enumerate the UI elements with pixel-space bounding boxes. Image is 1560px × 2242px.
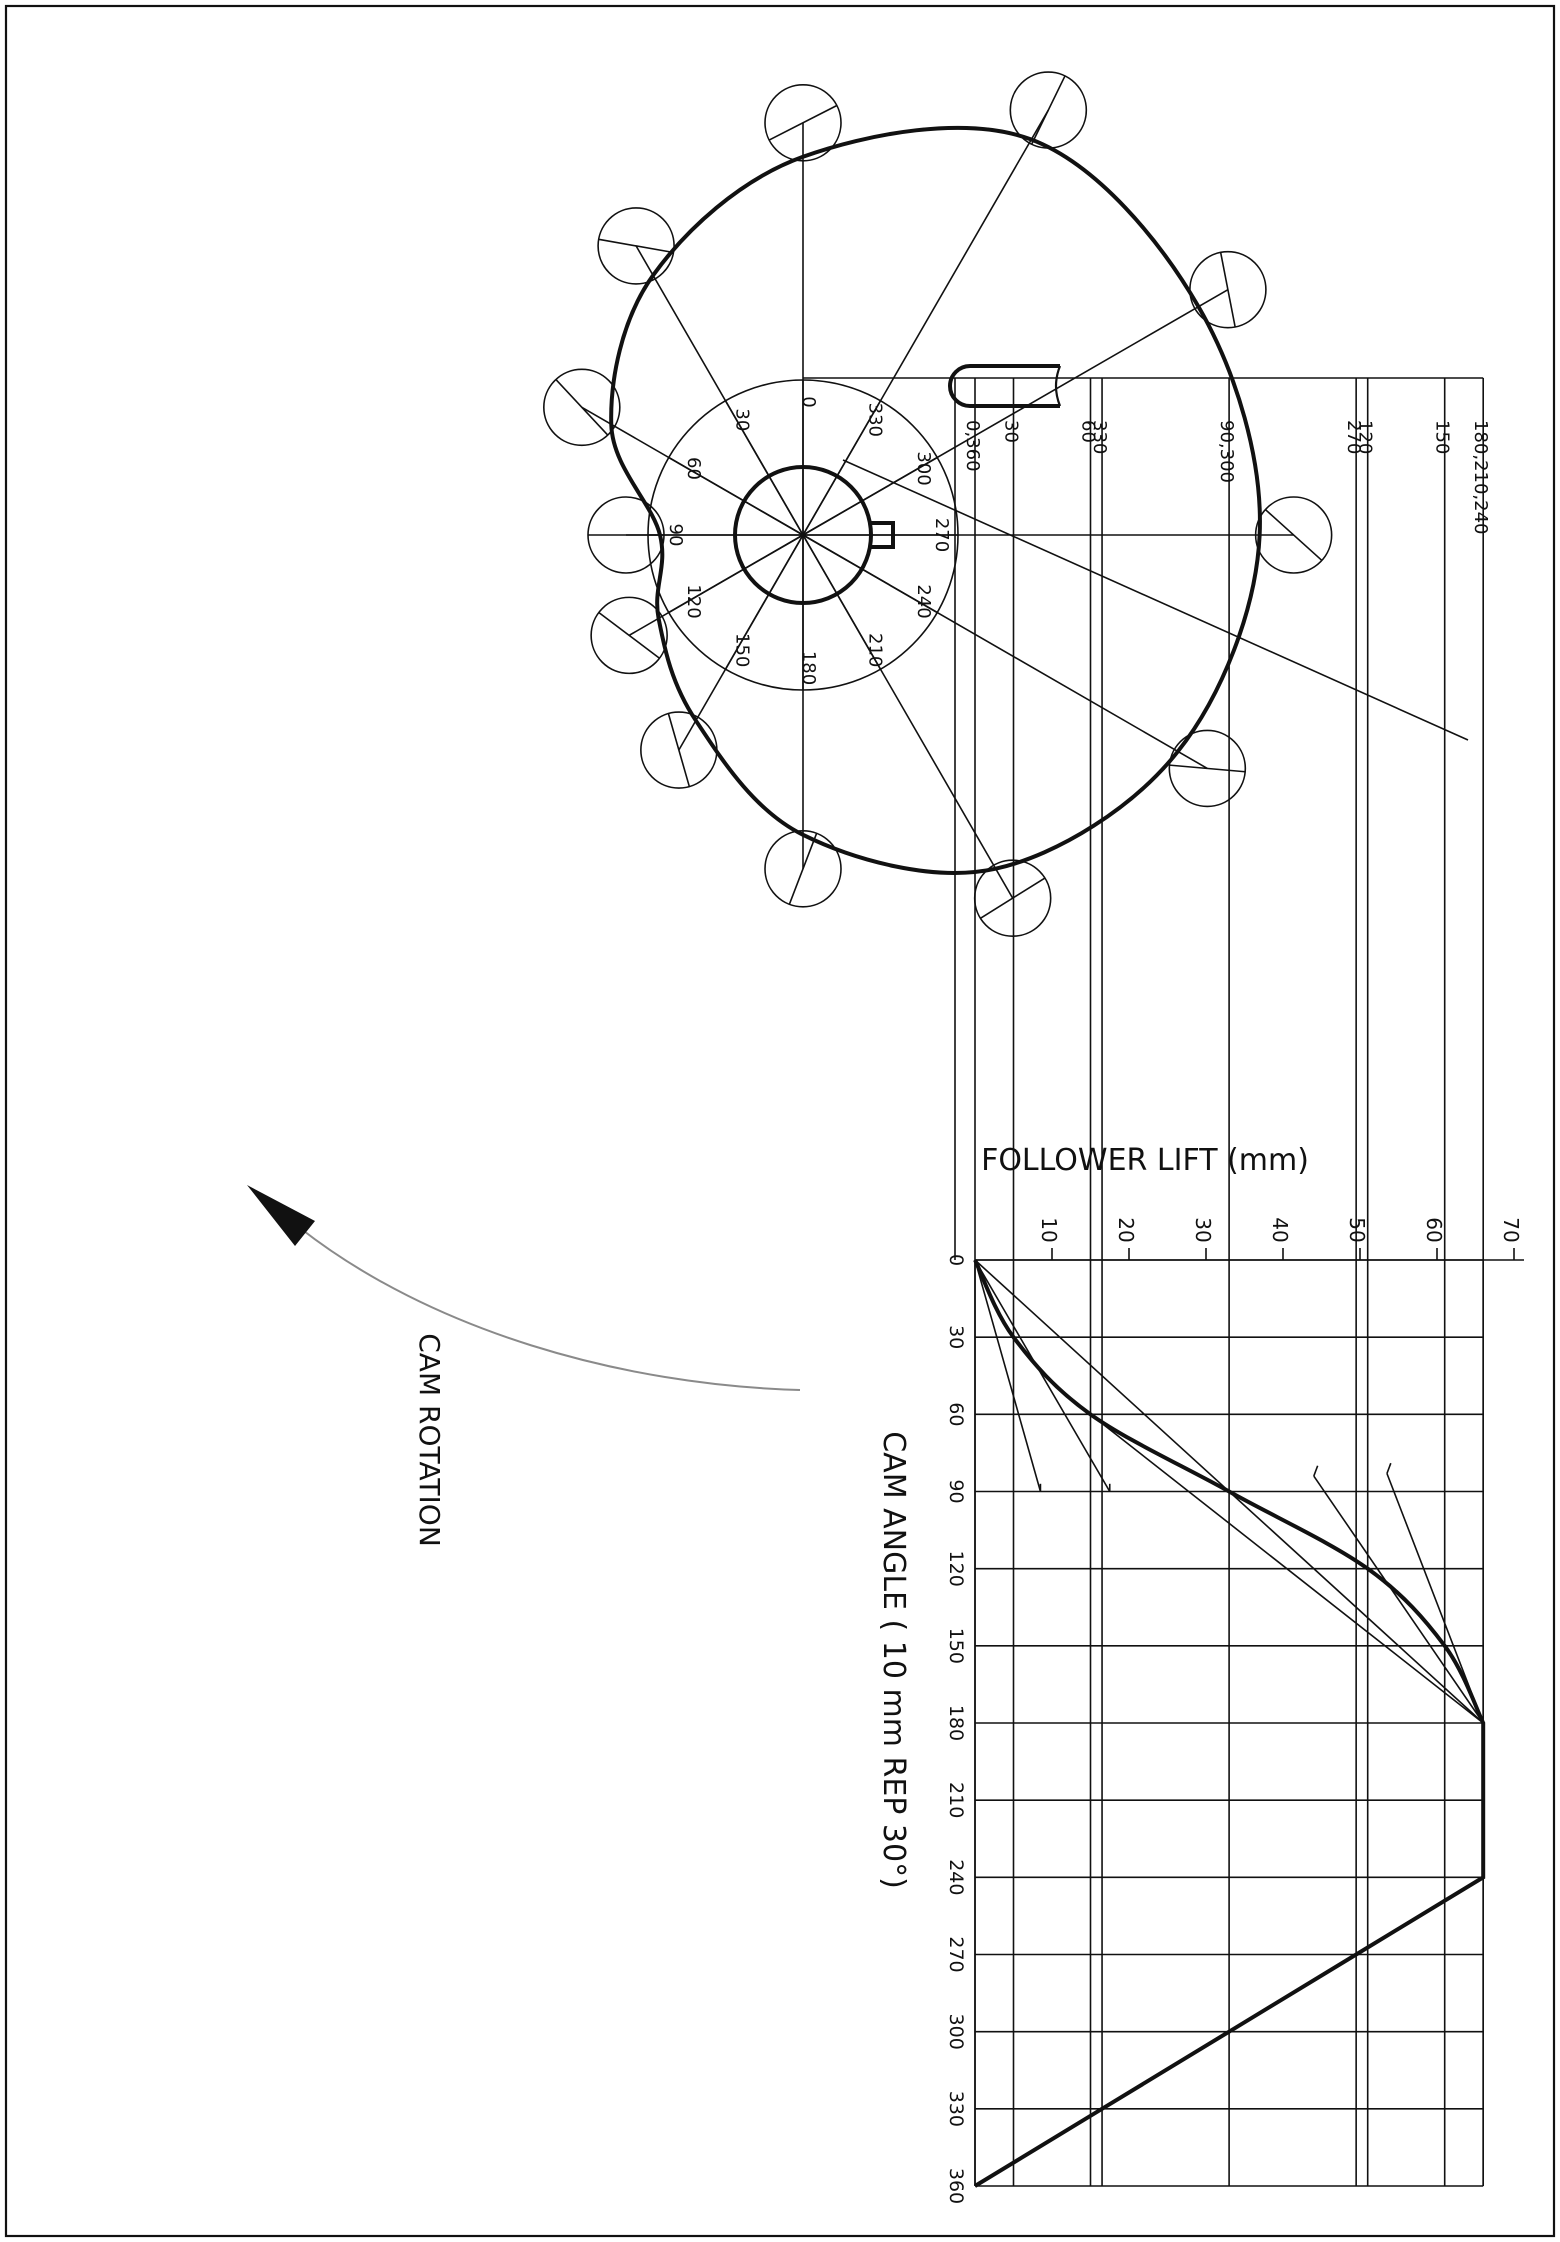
roller-diameter-line xyxy=(1169,764,1246,773)
base-circle-angle-label: 0 xyxy=(798,396,819,407)
roller-diameter-line xyxy=(598,238,674,254)
displacement-graph: 10 20 30 40 50 60 70 0 30 60 90 120 150 180 210 240 270 3… xyxy=(945,1217,1524,2204)
lift-tick-label: 40 xyxy=(1268,1217,1292,1242)
angle-tick-label: 180 xyxy=(945,1705,967,1741)
roller-radial-line xyxy=(802,534,1208,770)
construction-line xyxy=(842,459,1469,741)
angle-tick-label: 0 xyxy=(945,1254,967,1266)
base-circle-angle-label: 210 xyxy=(865,633,886,667)
angle-tick-label: 330 xyxy=(945,2091,967,2127)
roller-diameter-line xyxy=(788,833,818,905)
roller-diameter-line xyxy=(768,104,838,141)
angle-tick-label: 240 xyxy=(945,1859,967,1895)
roller-diameter-line xyxy=(667,713,691,787)
lift-tick-label: 50 xyxy=(1345,1217,1369,1242)
roller-position xyxy=(764,830,842,908)
cam-rotation-arrow xyxy=(247,1185,801,1391)
roller-radial-line xyxy=(802,534,1014,899)
cam-angle-label: CAM ANGLE ( 10 mm REP 30°) xyxy=(876,1431,911,1889)
follower-break-line xyxy=(1054,365,1062,407)
angle-tick-label: 360 xyxy=(945,2168,967,2204)
base-circle-angle-label: 150 xyxy=(732,633,753,667)
projection-label: 150 xyxy=(1432,420,1453,454)
projection-label: 90,300 xyxy=(1216,420,1237,483)
base-circle-angle-label: 240 xyxy=(913,584,934,618)
angle-tick-label: 300 xyxy=(945,2014,967,2050)
angle-tick-label: 90 xyxy=(945,1479,967,1503)
rotation-arc xyxy=(299,1227,801,1391)
roller-radial-line xyxy=(635,245,804,536)
projection-label: 0,360 xyxy=(962,420,983,472)
base-circle-angle-label: 30 xyxy=(732,408,753,431)
base-circle-angle-label: 330 xyxy=(865,403,886,437)
roller-radial-line xyxy=(802,109,1050,536)
roller-position xyxy=(764,83,842,162)
rotation-arrowhead xyxy=(247,1185,315,1246)
projection-label: 330 xyxy=(1089,420,1110,454)
follower-stem xyxy=(948,364,1060,408)
projection-label: 60 xyxy=(1078,420,1099,443)
roller-diameter-line xyxy=(980,877,1046,919)
construction-line xyxy=(1313,1465,1319,1477)
projection-label: 180,210,240 xyxy=(1470,420,1491,535)
construction-line xyxy=(974,1259,1111,1492)
lift-tick-label: 10 xyxy=(1037,1217,1061,1242)
displacement-curve xyxy=(973,1259,1486,2188)
construction-line xyxy=(974,1259,1042,1492)
lift-tick-label: 70 xyxy=(1499,1217,1523,1242)
angle-tick-label: 30 xyxy=(945,1325,967,1349)
roller-diameter-line xyxy=(1264,508,1323,562)
projection-label: 30 xyxy=(1001,420,1022,443)
roller-position xyxy=(973,859,1052,937)
roller-diameter-line xyxy=(1030,75,1066,145)
roller-position xyxy=(1168,729,1247,808)
roller-radial-line xyxy=(628,534,804,637)
roller-position xyxy=(590,596,668,675)
construction-line xyxy=(1090,1413,1484,1724)
angle-tick-label: 270 xyxy=(945,1936,967,1972)
projection-label: 270 xyxy=(1343,420,1364,454)
drawing-border xyxy=(4,4,1556,2238)
drawing-labels: FOLLOWER LIFT (mm) CAM ANGLE ( 10 mm REP… xyxy=(413,1143,1309,1889)
angle-tick-label: 60 xyxy=(945,1402,967,1426)
roller-diameter-line xyxy=(598,611,660,659)
angle-tick-label: 210 xyxy=(945,1782,967,1818)
lift-tick-label: 60 xyxy=(1422,1217,1446,1242)
roller-diameter-line xyxy=(1219,252,1236,328)
roller-radial-line xyxy=(581,406,804,536)
roller-position xyxy=(1254,496,1333,574)
roller-radial-line xyxy=(802,288,1229,536)
lift-tick-label: 30 xyxy=(1191,1217,1215,1242)
base-circle-angle-label: 180 xyxy=(798,651,819,685)
base-circle-angle-label: 300 xyxy=(913,451,934,485)
angle-tick-label: 150 xyxy=(945,1628,967,1664)
projection-label: 120 xyxy=(1355,420,1376,454)
follower-lift-label: FOLLOWER LIFT (mm) xyxy=(981,1143,1309,1178)
cam-profile xyxy=(609,125,1262,875)
roller-radial-line xyxy=(678,534,804,751)
cam-rotation-label: CAM ROTATION xyxy=(413,1333,446,1547)
construction-line xyxy=(1386,1462,1392,1474)
lift-tick-label: 20 xyxy=(1114,1217,1138,1242)
roller-position xyxy=(543,368,621,447)
construction-line xyxy=(1313,1475,1484,1724)
angle-tick-label: 120 xyxy=(945,1551,967,1587)
roller-diameter-line xyxy=(555,378,609,436)
base-circle-angle-label: 120 xyxy=(683,584,704,618)
